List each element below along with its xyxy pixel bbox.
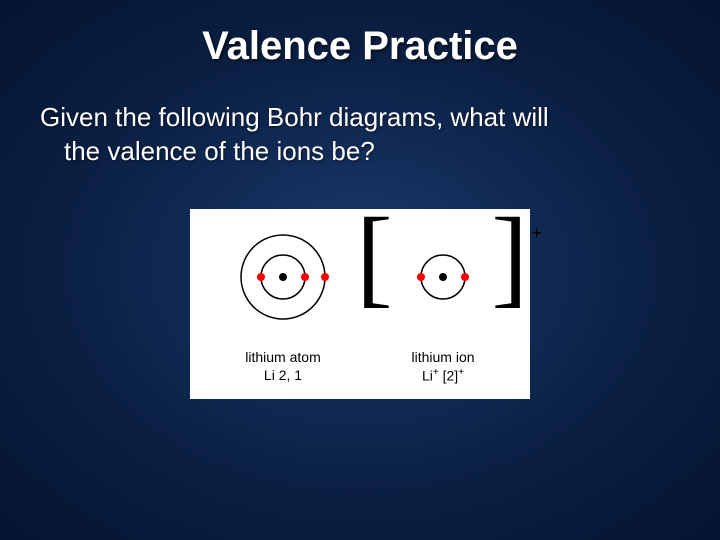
ion-symbol: Li+ [2]+ (368, 366, 518, 385)
atom-name: lithium atom (208, 348, 358, 366)
atom-label: lithium atom Li 2, 1 (208, 348, 358, 384)
atom-svg (223, 227, 343, 327)
question-line-2: the valence of the ions be? (40, 135, 680, 169)
question-line-1: Given the following Bohr diagrams, what … (40, 102, 549, 132)
ion-name: lithium ion (368, 348, 518, 366)
lithium-atom-diagram (208, 227, 358, 332)
ion-charge: + (531, 223, 542, 244)
ion-svg (383, 227, 503, 327)
ion-label: lithium ion Li+ [2]+ (368, 348, 518, 385)
bracket-right: ] (491, 201, 528, 311)
slide-title: Valence Practice (0, 0, 720, 69)
lithium-ion-diagram: [ ] + (368, 227, 518, 332)
atom-symbol: Li 2, 1 (208, 366, 358, 384)
question-text: Given the following Bohr diagrams, what … (0, 69, 720, 169)
bracket-left: [ (356, 201, 393, 311)
bohr-diagram-panel: [ ] + lithium atom Li 2, 1 lithium ion L… (190, 209, 530, 399)
